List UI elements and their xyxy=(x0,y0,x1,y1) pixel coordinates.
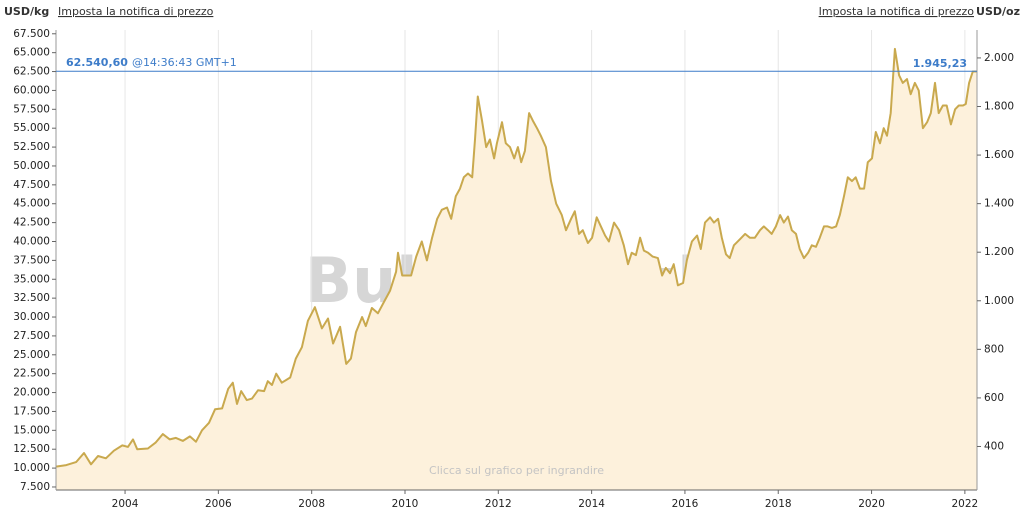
x-tick-label: 2014 xyxy=(578,498,605,510)
x-tick-label: 2020 xyxy=(858,498,885,510)
y2-tick-label: 1.200 xyxy=(984,246,1014,258)
y-tick-label: 45.000 xyxy=(13,198,50,210)
x-tick-label: 2004 xyxy=(112,498,139,510)
current-price-oz: 1.945,23 xyxy=(913,57,967,70)
y-tick-label: 42.500 xyxy=(13,217,50,229)
x-tick-label: 2010 xyxy=(392,498,419,510)
current-price: 62.540,60 xyxy=(66,56,128,69)
price-line xyxy=(55,47,977,468)
price-alert-link[interactable]: Imposta la notifica di prezzo xyxy=(58,5,214,18)
x-tick-label: 2008 xyxy=(298,498,325,510)
y-tick-label: 40.000 xyxy=(13,235,50,247)
plot-area[interactable]: BullionVault2004200620082010201220142016… xyxy=(13,28,1014,510)
y2-tick-label: 1.000 xyxy=(984,295,1014,307)
y2-tick-label: 600 xyxy=(984,392,1004,404)
y-tick-label: 30.000 xyxy=(13,311,50,323)
y-tick-label: 55.000 xyxy=(13,122,50,134)
y-tick-label: 10.000 xyxy=(13,462,50,474)
current-time: @14:36:43 GMT+1 xyxy=(132,56,237,69)
x-tick-label: 2012 xyxy=(485,498,512,510)
unit-left: USD/kg xyxy=(4,5,49,18)
y-tick-label: 50.000 xyxy=(13,160,50,172)
y-tick-label: 17.500 xyxy=(13,405,50,417)
unit-right: USD/oz xyxy=(976,5,1020,18)
x-tick-label: 2006 xyxy=(205,498,232,510)
price-alert-link[interactable]: Imposta la notifica di prezzo xyxy=(819,5,975,18)
y-tick-label: 15.000 xyxy=(13,424,50,436)
y2-tick-label: 1.800 xyxy=(984,100,1014,112)
y2-tick-label: 400 xyxy=(984,440,1004,452)
y-tick-label: 32.500 xyxy=(13,292,50,304)
y2-tick-label: 800 xyxy=(984,343,1004,355)
y-tick-label: 57.500 xyxy=(13,103,50,115)
y-tick-label: 52.500 xyxy=(13,141,50,153)
y-tick-label: 7.500 xyxy=(20,481,50,493)
y-tick-label: 35.000 xyxy=(13,273,50,285)
y-tick-label: 27.500 xyxy=(13,330,50,342)
y-tick-label: 20.000 xyxy=(13,387,50,399)
y-tick-label: 47.500 xyxy=(13,179,50,191)
y2-tick-label: 1.400 xyxy=(984,198,1014,210)
x-tick-label: 2016 xyxy=(672,498,699,510)
y-tick-label: 62.500 xyxy=(13,66,50,78)
y-tick-label: 12.500 xyxy=(13,443,50,455)
x-tick-label: 2018 xyxy=(765,498,792,510)
y-tick-label: 60.000 xyxy=(13,84,50,96)
y2-tick-label: 1.600 xyxy=(984,149,1014,161)
y-tick-label: 37.500 xyxy=(13,254,50,266)
x-tick-label: 2022 xyxy=(952,498,979,510)
y-tick-label: 67.500 xyxy=(13,28,50,40)
y2-tick-label: 2.000 xyxy=(984,52,1014,64)
y-tick-label: 22.500 xyxy=(13,368,50,380)
y-tick-label: 25.000 xyxy=(13,349,50,361)
current-price-label: 62.540,60 @14:36:43 GMT+1 xyxy=(66,56,237,69)
price-area xyxy=(56,48,977,491)
hint: Clicca sul grafico per ingrandire xyxy=(429,464,604,477)
y-tick-label: 65.000 xyxy=(13,47,50,59)
